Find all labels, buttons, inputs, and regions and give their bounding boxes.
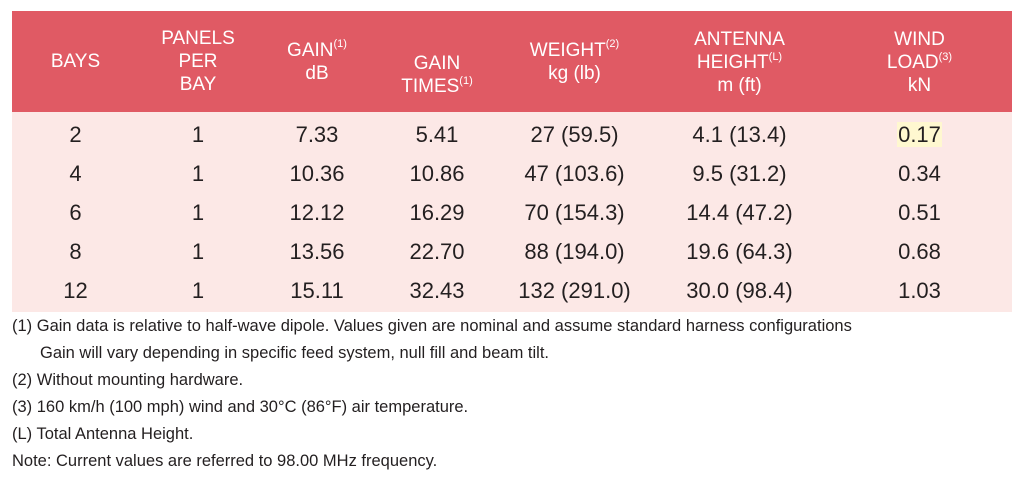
cell-panels-per-bay: 1 [139, 112, 257, 154]
table-row: 2 1 7.33 5.41 27 (59.5) 4.1 (13.4) 0.17 [12, 112, 1012, 154]
header-gain-times: GAIN TIMES(1) [377, 11, 497, 112]
header-gain-db: GAIN(1) dB [257, 11, 377, 112]
cell-bays: 2 [12, 112, 139, 154]
cell-gain-times: 5.41 [377, 112, 497, 154]
cell-panels-per-bay: 1 [139, 232, 257, 271]
cell-gain-times: 32.43 [377, 271, 497, 312]
header-weight: WEIGHT(2) kg (lb) [497, 11, 652, 112]
cell-gain-times: 22.70 [377, 232, 497, 271]
cell-gain-db: 15.11 [257, 271, 377, 312]
cell-antenna-height: 19.6 (64.3) [652, 232, 827, 271]
cell-bays: 6 [12, 193, 139, 232]
table-row: 6 1 12.12 16.29 70 (154.3) 14.4 (47.2) 0… [12, 193, 1012, 232]
cell-weight: 88 (194.0) [497, 232, 652, 271]
footnotes: (1) Gain data is relative to half-wave d… [12, 313, 1012, 475]
cell-panels-per-bay: 1 [139, 271, 257, 312]
cell-antenna-height: 14.4 (47.2) [652, 193, 827, 232]
cell-antenna-height: 4.1 (13.4) [652, 112, 827, 154]
footnote-2: (2) Without mounting hardware. [12, 371, 244, 389]
cell-weight: 132 (291.0) [497, 271, 652, 312]
table-row: 8 1 13.56 22.70 88 (194.0) 19.6 (64.3) 0… [12, 232, 1012, 271]
table-header-row: BAYS PANELS PER BAY GAIN(1) dB GAIN TIME… [12, 11, 1012, 112]
footnote-l: (L) Total Antenna Height. [12, 425, 194, 443]
cell-weight: 27 (59.5) [497, 112, 652, 154]
cell-wind-load: 0.34 [827, 154, 1012, 193]
cell-panels-per-bay: 1 [139, 193, 257, 232]
cell-wind-load: 0.17 [827, 112, 1012, 154]
table-row: 4 1 10.36 10.86 47 (103.6) 9.5 (31.2) 0.… [12, 154, 1012, 193]
cell-gain-db: 10.36 [257, 154, 377, 193]
cell-wind-load: 0.51 [827, 193, 1012, 232]
header-bays: BAYS [12, 11, 139, 112]
header-wind-load: WIND LOAD(3) kN [827, 11, 1012, 112]
cell-antenna-height: 30.0 (98.4) [652, 271, 827, 312]
header-antenna-height: ANTENNA HEIGHT(L) m (ft) [652, 11, 827, 112]
cell-gain-times: 10.86 [377, 154, 497, 193]
footnote-3: (3) 160 km/h (100 mph) wind and 30°C (86… [12, 398, 469, 416]
cell-gain-db: 12.12 [257, 193, 377, 232]
cell-weight: 47 (103.6) [497, 154, 652, 193]
cell-gain-db: 7.33 [257, 112, 377, 154]
cell-bays: 12 [12, 271, 139, 312]
cell-panels-per-bay: 1 [139, 154, 257, 193]
cell-antenna-height: 9.5 (31.2) [652, 154, 827, 193]
cell-weight: 70 (154.3) [497, 193, 652, 232]
frequency-note: Note: Current values are referred to 98.… [12, 452, 438, 470]
cell-wind-load: 1.03 [827, 271, 1012, 312]
table-row: 12 1 15.11 32.43 132 (291.0) 30.0 (98.4)… [12, 271, 1012, 312]
header-panels-per-bay: PANELS PER BAY [139, 11, 257, 112]
cell-gain-db: 13.56 [257, 232, 377, 271]
cell-bays: 8 [12, 232, 139, 271]
cell-gain-times: 16.29 [377, 193, 497, 232]
footnote-1: (1) Gain data is relative to half-wave d… [12, 317, 852, 335]
highlighted-value: 0.17 [897, 121, 942, 147]
cell-wind-load: 0.68 [827, 232, 1012, 271]
antenna-spec-table: BAYS PANELS PER BAY GAIN(1) dB GAIN TIME… [12, 11, 1012, 312]
footnote-1-continued: Gain will vary depending in specific fee… [40, 344, 549, 362]
cell-bays: 4 [12, 154, 139, 193]
